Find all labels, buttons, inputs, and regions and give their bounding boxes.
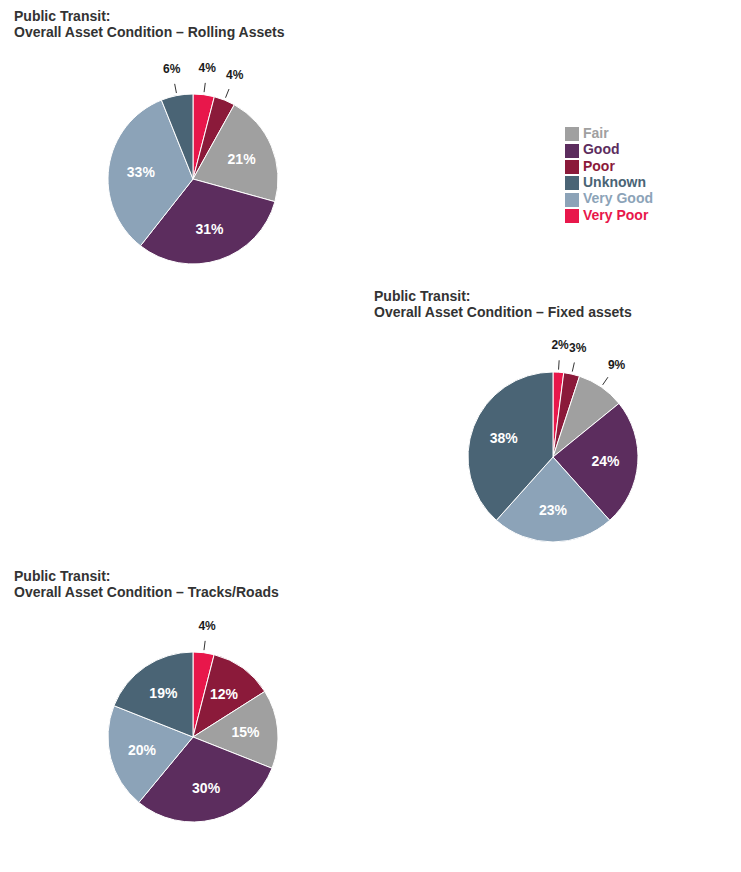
svg-text:31%: 31% xyxy=(195,221,224,237)
html-text:Good: Good xyxy=(583,141,620,158)
html-text:Public Transit:: Public Transit: xyxy=(374,288,471,304)
svg-text:20%: 20% xyxy=(128,742,157,758)
svg-text:19%: 19% xyxy=(149,685,178,701)
html-text:Overall Asset Condition – Roll: Overall Asset Condition – Rolling Assets xyxy=(14,24,285,40)
html-text:Very Good: Very Good xyxy=(583,190,653,207)
svg-text:15%: 15% xyxy=(231,724,260,740)
svg-text:21%: 21% xyxy=(228,151,257,167)
svg-text:9%: 9% xyxy=(608,358,626,372)
svg-text:4%: 4% xyxy=(199,61,217,75)
svg-text:2%: 2% xyxy=(551,338,569,352)
svg-text:30%: 30% xyxy=(192,780,221,796)
html-text:Public Transit:: Public Transit: xyxy=(14,8,111,24)
html-text:Public Transit:: Public Transit: xyxy=(14,568,111,584)
svg-text:38%: 38% xyxy=(490,430,519,446)
svg-text:33%: 33% xyxy=(127,164,156,180)
html-text:Poor: Poor xyxy=(583,157,615,174)
html-text:Very Poor: Very Poor xyxy=(583,206,649,223)
svg-text:23%: 23% xyxy=(539,502,568,518)
svg-text:4%: 4% xyxy=(198,619,216,633)
html-text:Fair: Fair xyxy=(583,125,609,142)
svg-text:24%: 24% xyxy=(592,453,621,469)
svg-text:12%: 12% xyxy=(210,686,239,702)
html-text:Overall Asset Condition – Trac: Overall Asset Condition – Tracks/Roads xyxy=(14,584,279,600)
svg-text:3%: 3% xyxy=(569,341,587,355)
svg-text:6%: 6% xyxy=(163,62,181,76)
svg-text:4%: 4% xyxy=(226,68,244,82)
html-text:Unknown: Unknown xyxy=(583,174,646,190)
html-text:Overall Asset Condition – Fixe: Overall Asset Condition – Fixed assets xyxy=(374,304,632,320)
